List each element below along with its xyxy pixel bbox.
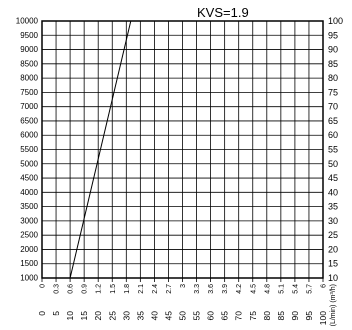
right-tick-label: 10 — [328, 273, 338, 283]
x-upper-tick-label: 2.7 — [166, 284, 173, 294]
grid — [41, 20, 324, 279]
x-lower-tick-label: 5 — [51, 311, 61, 316]
right-tick-label: 70 — [328, 102, 338, 112]
right-tick-label: 90 — [328, 45, 338, 55]
x-lower-tick-label: 75 — [248, 311, 258, 321]
x-lower-tick-label: 55 — [192, 311, 202, 321]
x-upper-tick-label: 3.9 — [222, 284, 229, 294]
left-tick-label: 4500 — [20, 174, 38, 183]
x-upper-tick-label: 0.3 — [54, 284, 61, 294]
x-lower-tick-label: 90 — [290, 311, 300, 321]
x-upper-tick-label: 5.7 — [306, 284, 313, 294]
left-tick-label: 8000 — [20, 74, 38, 83]
left-tick-label: 6500 — [20, 116, 38, 125]
x-axis-lower-labels: 0 5 10 15 20 25 30 35 40 45 50 55 60 65 70 75 80 85 90 95 10… — [37, 311, 328, 325]
left-axis-ticks: 1000 1500 2000 2500 3000 3500 4000 4500 5000 5500… — [16, 17, 39, 283]
x-axis-unit-label: (L/min) (m³/h) — [330, 284, 337, 326]
x-lower-tick-label: 60 — [206, 311, 216, 321]
chart-title: KVS=1.9 — [197, 5, 249, 20]
x-upper-tick-label: 6 — [321, 284, 328, 288]
x-upper-tick-label: 4.8 — [264, 284, 271, 294]
x-lower-tick-label: 15 — [79, 311, 89, 321]
right-tick-label: 65 — [328, 116, 338, 126]
series-layer — [69, 20, 132, 279]
left-tick-label: 1500 — [20, 259, 38, 268]
right-tick-label: 75 — [328, 87, 338, 97]
x-lower-tick-label: 85 — [276, 311, 286, 321]
x-lower-tick-label: 80 — [262, 311, 272, 321]
right-axis-ticks: 10 15 20 25 30 35 40 45 50 55 60 65 70 75 80 85 90 95 100 — [328, 16, 343, 283]
x-upper-tick-label: 1.5 — [110, 284, 117, 294]
left-tick-label: 9500 — [20, 31, 38, 40]
right-tick-label: 35 — [328, 202, 338, 212]
x-upper-tick-label: 2.4 — [152, 284, 159, 294]
right-tick-label: 45 — [328, 173, 338, 183]
right-tick-label: 100 — [328, 16, 343, 26]
series-line — [69, 20, 132, 279]
right-tick-label: 95 — [328, 30, 338, 40]
x-lower-tick-label: 20 — [93, 311, 103, 321]
x-lower-tick-label: 70 — [234, 311, 244, 321]
right-tick-label: 40 — [328, 187, 338, 197]
right-tick-label: 20 — [328, 244, 338, 254]
left-tick-label: 2500 — [20, 231, 38, 240]
x-lower-tick-label: 30 — [121, 311, 131, 321]
x-lower-tick-label: 45 — [163, 311, 173, 321]
right-tick-label: 85 — [328, 59, 338, 69]
x-lower-tick-label: 65 — [220, 311, 230, 321]
x-lower-tick-label: 10 — [65, 311, 75, 321]
right-tick-label: 30 — [328, 216, 338, 226]
x-upper-tick-label: 0.9 — [82, 284, 89, 294]
left-tick-label: 3500 — [20, 202, 38, 211]
left-tick-label: 10000 — [16, 17, 39, 26]
right-tick-label: 80 — [328, 73, 338, 83]
right-tick-label: 50 — [328, 159, 338, 169]
x-upper-tick-label: 1.2 — [96, 284, 103, 294]
x-upper-tick-label: 0.6 — [68, 284, 75, 294]
x-lower-tick-label: 50 — [178, 311, 188, 321]
left-tick-label: 5500 — [20, 145, 38, 154]
left-tick-label: 4000 — [20, 188, 38, 197]
left-tick-label: 9000 — [20, 45, 38, 54]
x-upper-tick-label: 5.4 — [292, 284, 299, 294]
x-axis-upper-labels: 0 0.3 0.6 0.9 1.2 1.5 1.8 2.1 2.4 2.7 3 3.3 3.6 3.9 4.… — [40, 278, 328, 294]
x-lower-tick-label: 40 — [149, 311, 159, 321]
left-tick-label: 6000 — [20, 131, 38, 140]
x-upper-tick-label: 4.5 — [250, 284, 257, 294]
x-lower-tick-label: 0 — [37, 311, 47, 316]
x-upper-tick-label: 3 — [180, 284, 187, 288]
right-tick-label: 60 — [328, 130, 338, 140]
x-upper-tick-label: 4.2 — [236, 284, 243, 294]
x-lower-tick-label: 100 — [318, 311, 328, 325]
left-tick-label: 7000 — [20, 102, 38, 111]
x-upper-tick-label: 5.1 — [278, 284, 285, 294]
x-upper-tick-label: 1.8 — [124, 284, 131, 294]
left-tick-label: 2000 — [20, 245, 38, 254]
x-lower-tick-label: 95 — [304, 311, 314, 321]
right-tick-label: 15 — [328, 259, 338, 269]
left-tick-label: 3000 — [20, 216, 38, 225]
x-upper-tick-label: 2.1 — [138, 284, 145, 294]
left-tick-label: 8500 — [20, 59, 38, 68]
x-upper-tick-label: 0 — [40, 284, 47, 288]
right-tick-label: 55 — [328, 145, 338, 155]
x-lower-tick-label: 25 — [107, 311, 117, 321]
left-tick-label: 1000 — [20, 274, 38, 283]
right-tick-label: 25 — [328, 230, 338, 240]
x-upper-tick-label: 3.6 — [208, 284, 215, 294]
x-upper-tick-label: 3.3 — [194, 284, 201, 294]
left-tick-label: 7500 — [20, 88, 38, 97]
x-lower-tick-label: 35 — [135, 311, 145, 321]
left-tick-label: 5000 — [20, 159, 38, 168]
